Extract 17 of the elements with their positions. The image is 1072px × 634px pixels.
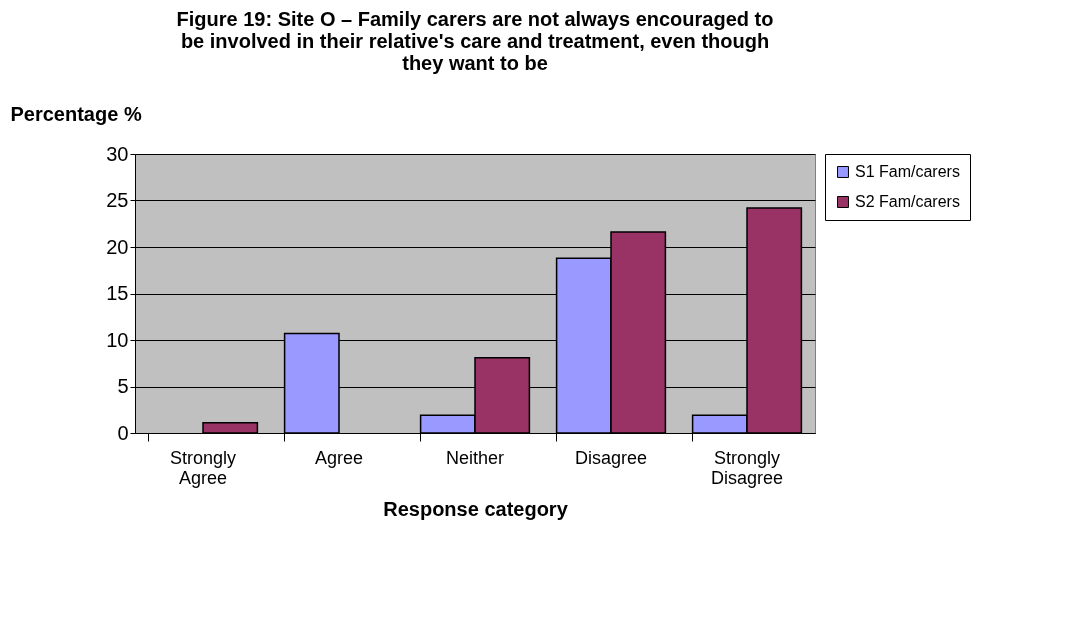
x-tick-label: Strongly Disagree (710, 447, 784, 488)
y-tick-label: 5 (117, 375, 129, 397)
y-tick-label: 20 (106, 235, 129, 258)
y-tick-label: 0 (117, 421, 129, 444)
x-tick-label: Neither (445, 447, 505, 468)
y-tick-label: 25 (106, 189, 129, 211)
chart-title: Figure 19: Site O – Family carers are not always encouraged to be involved in their relative's care and treatment, even though they want to be (176, 8, 774, 74)
y-tick-label: 15 (106, 282, 129, 304)
x-axis-title: Response category (383, 497, 569, 520)
x-tick-label: Disagree (574, 447, 648, 468)
legend-label: S1 Fam/carers (855, 163, 960, 180)
y-axis-title: Percentage % (10, 102, 142, 125)
legend-label: S2 Fam/carers (855, 193, 960, 210)
y-tick-label: 30 (106, 142, 129, 165)
y-tick-label: 10 (106, 328, 129, 351)
x-tick-label: Agree (314, 447, 364, 468)
x-tick-label: Strongly Agree (169, 447, 237, 488)
